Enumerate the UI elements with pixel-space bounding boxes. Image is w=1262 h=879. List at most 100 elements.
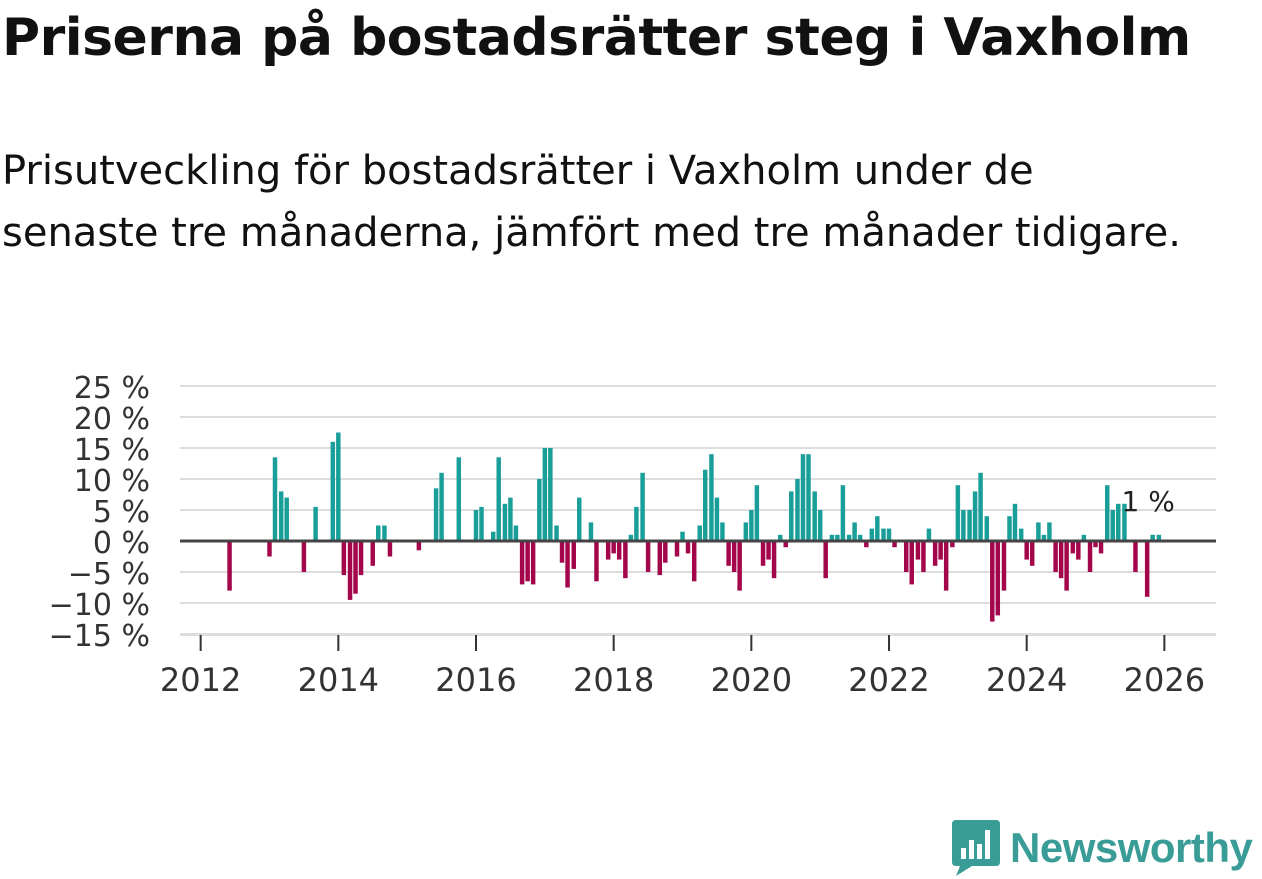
chart-subtitle: Prisutveckling för bostadsrätter i Vaxho…: [2, 148, 1181, 256]
bar: [766, 541, 771, 560]
bar: [370, 541, 375, 566]
bar: [272, 457, 278, 541]
newsworthy-logo-icon: [952, 820, 1000, 876]
bar: [1036, 522, 1041, 541]
bar: [955, 485, 961, 541]
bar: [330, 441, 336, 541]
bar: [1150, 534, 1155, 541]
bar: [737, 541, 742, 591]
bar: [852, 522, 857, 541]
bar: [1116, 503, 1121, 541]
bar: [519, 541, 525, 585]
bar: [950, 541, 955, 548]
bar: [674, 541, 680, 557]
bar: [1029, 541, 1035, 566]
bar: [645, 541, 651, 572]
x-tick-label: 2016: [435, 661, 516, 699]
newsworthy-logo: Newsworthy: [950, 818, 1253, 878]
bar: [571, 541, 576, 569]
bar: [829, 534, 835, 541]
bar: [1105, 485, 1110, 541]
bar: [984, 516, 990, 541]
bar: [943, 541, 949, 591]
x-tick-label: 2020: [711, 661, 792, 699]
bar: [778, 534, 783, 541]
bar: [530, 541, 536, 585]
bar: [577, 497, 582, 541]
bar: [1087, 541, 1093, 572]
bar: [548, 448, 553, 541]
y-tick-label: 5 %: [93, 495, 150, 530]
brand-name: Newsworthy: [1010, 824, 1253, 871]
bar: [588, 522, 594, 541]
y-tick-label: 10 %: [74, 464, 150, 499]
bar: [1133, 541, 1138, 572]
bar: [1007, 516, 1012, 541]
bar: [875, 516, 880, 541]
bar: [1024, 541, 1029, 560]
bar: [347, 541, 353, 600]
bar: [720, 522, 725, 541]
bar: [537, 479, 542, 541]
bar: [909, 541, 914, 585]
axes: [180, 539, 1216, 651]
bar: [789, 491, 794, 541]
bar: [961, 510, 966, 541]
x-tick-label: 2024: [986, 661, 1067, 699]
x-tick-label: 2022: [848, 661, 929, 699]
bar: [812, 491, 817, 541]
bar: [817, 510, 823, 541]
bar: [1076, 541, 1081, 560]
bar: [835, 534, 840, 541]
bar: [559, 541, 565, 563]
bar: [921, 541, 926, 572]
bar: [594, 541, 599, 582]
bar: [915, 541, 921, 560]
bar: [525, 541, 530, 582]
bar: [267, 541, 272, 557]
bar: [490, 531, 496, 541]
bar: [542, 448, 548, 541]
bar: [508, 497, 513, 541]
bar: [972, 491, 978, 541]
bar: [783, 541, 789, 548]
y-tick-label: 25 %: [74, 371, 150, 406]
bar: [605, 541, 611, 560]
bar: [1070, 541, 1076, 554]
bar: [278, 491, 284, 541]
bar: [857, 534, 863, 541]
bar: [754, 485, 760, 541]
y-tick-label: 20 %: [74, 402, 150, 437]
bar: [749, 510, 754, 541]
bar: [496, 457, 501, 541]
y-tick-label: −5 %: [68, 557, 150, 592]
bar: [685, 541, 691, 554]
bar: [616, 541, 622, 560]
bar: [634, 506, 639, 541]
bar: [709, 454, 714, 541]
labels: −15 %−10 %−5 %0 %5 %10 %15 %20 %25 % 2012…: [49, 371, 1205, 699]
bar: [806, 454, 811, 541]
y-tick-label: −15 %: [49, 619, 150, 654]
bar: [473, 510, 479, 541]
bar: [823, 541, 828, 579]
bar: [702, 469, 708, 541]
bar: [439, 472, 444, 541]
bar: [1156, 534, 1162, 541]
bar: [565, 541, 570, 588]
bar: [554, 525, 559, 541]
bar: [760, 541, 766, 566]
bar-chart: −15 %−10 %−5 %0 %5 %10 %15 %20 %25 % 2012…: [49, 371, 1216, 699]
bar: [1122, 503, 1127, 541]
x-tick-label: 2014: [298, 661, 379, 699]
bar: [416, 541, 422, 551]
x-tick-label: 2018: [573, 661, 654, 699]
bar: [995, 541, 1001, 616]
bars: [227, 432, 1162, 622]
bar: [1012, 503, 1018, 541]
bar: [1053, 541, 1058, 572]
bar: [697, 525, 702, 541]
bar: [881, 528, 886, 541]
bar: [800, 454, 806, 541]
bar: [680, 531, 685, 541]
